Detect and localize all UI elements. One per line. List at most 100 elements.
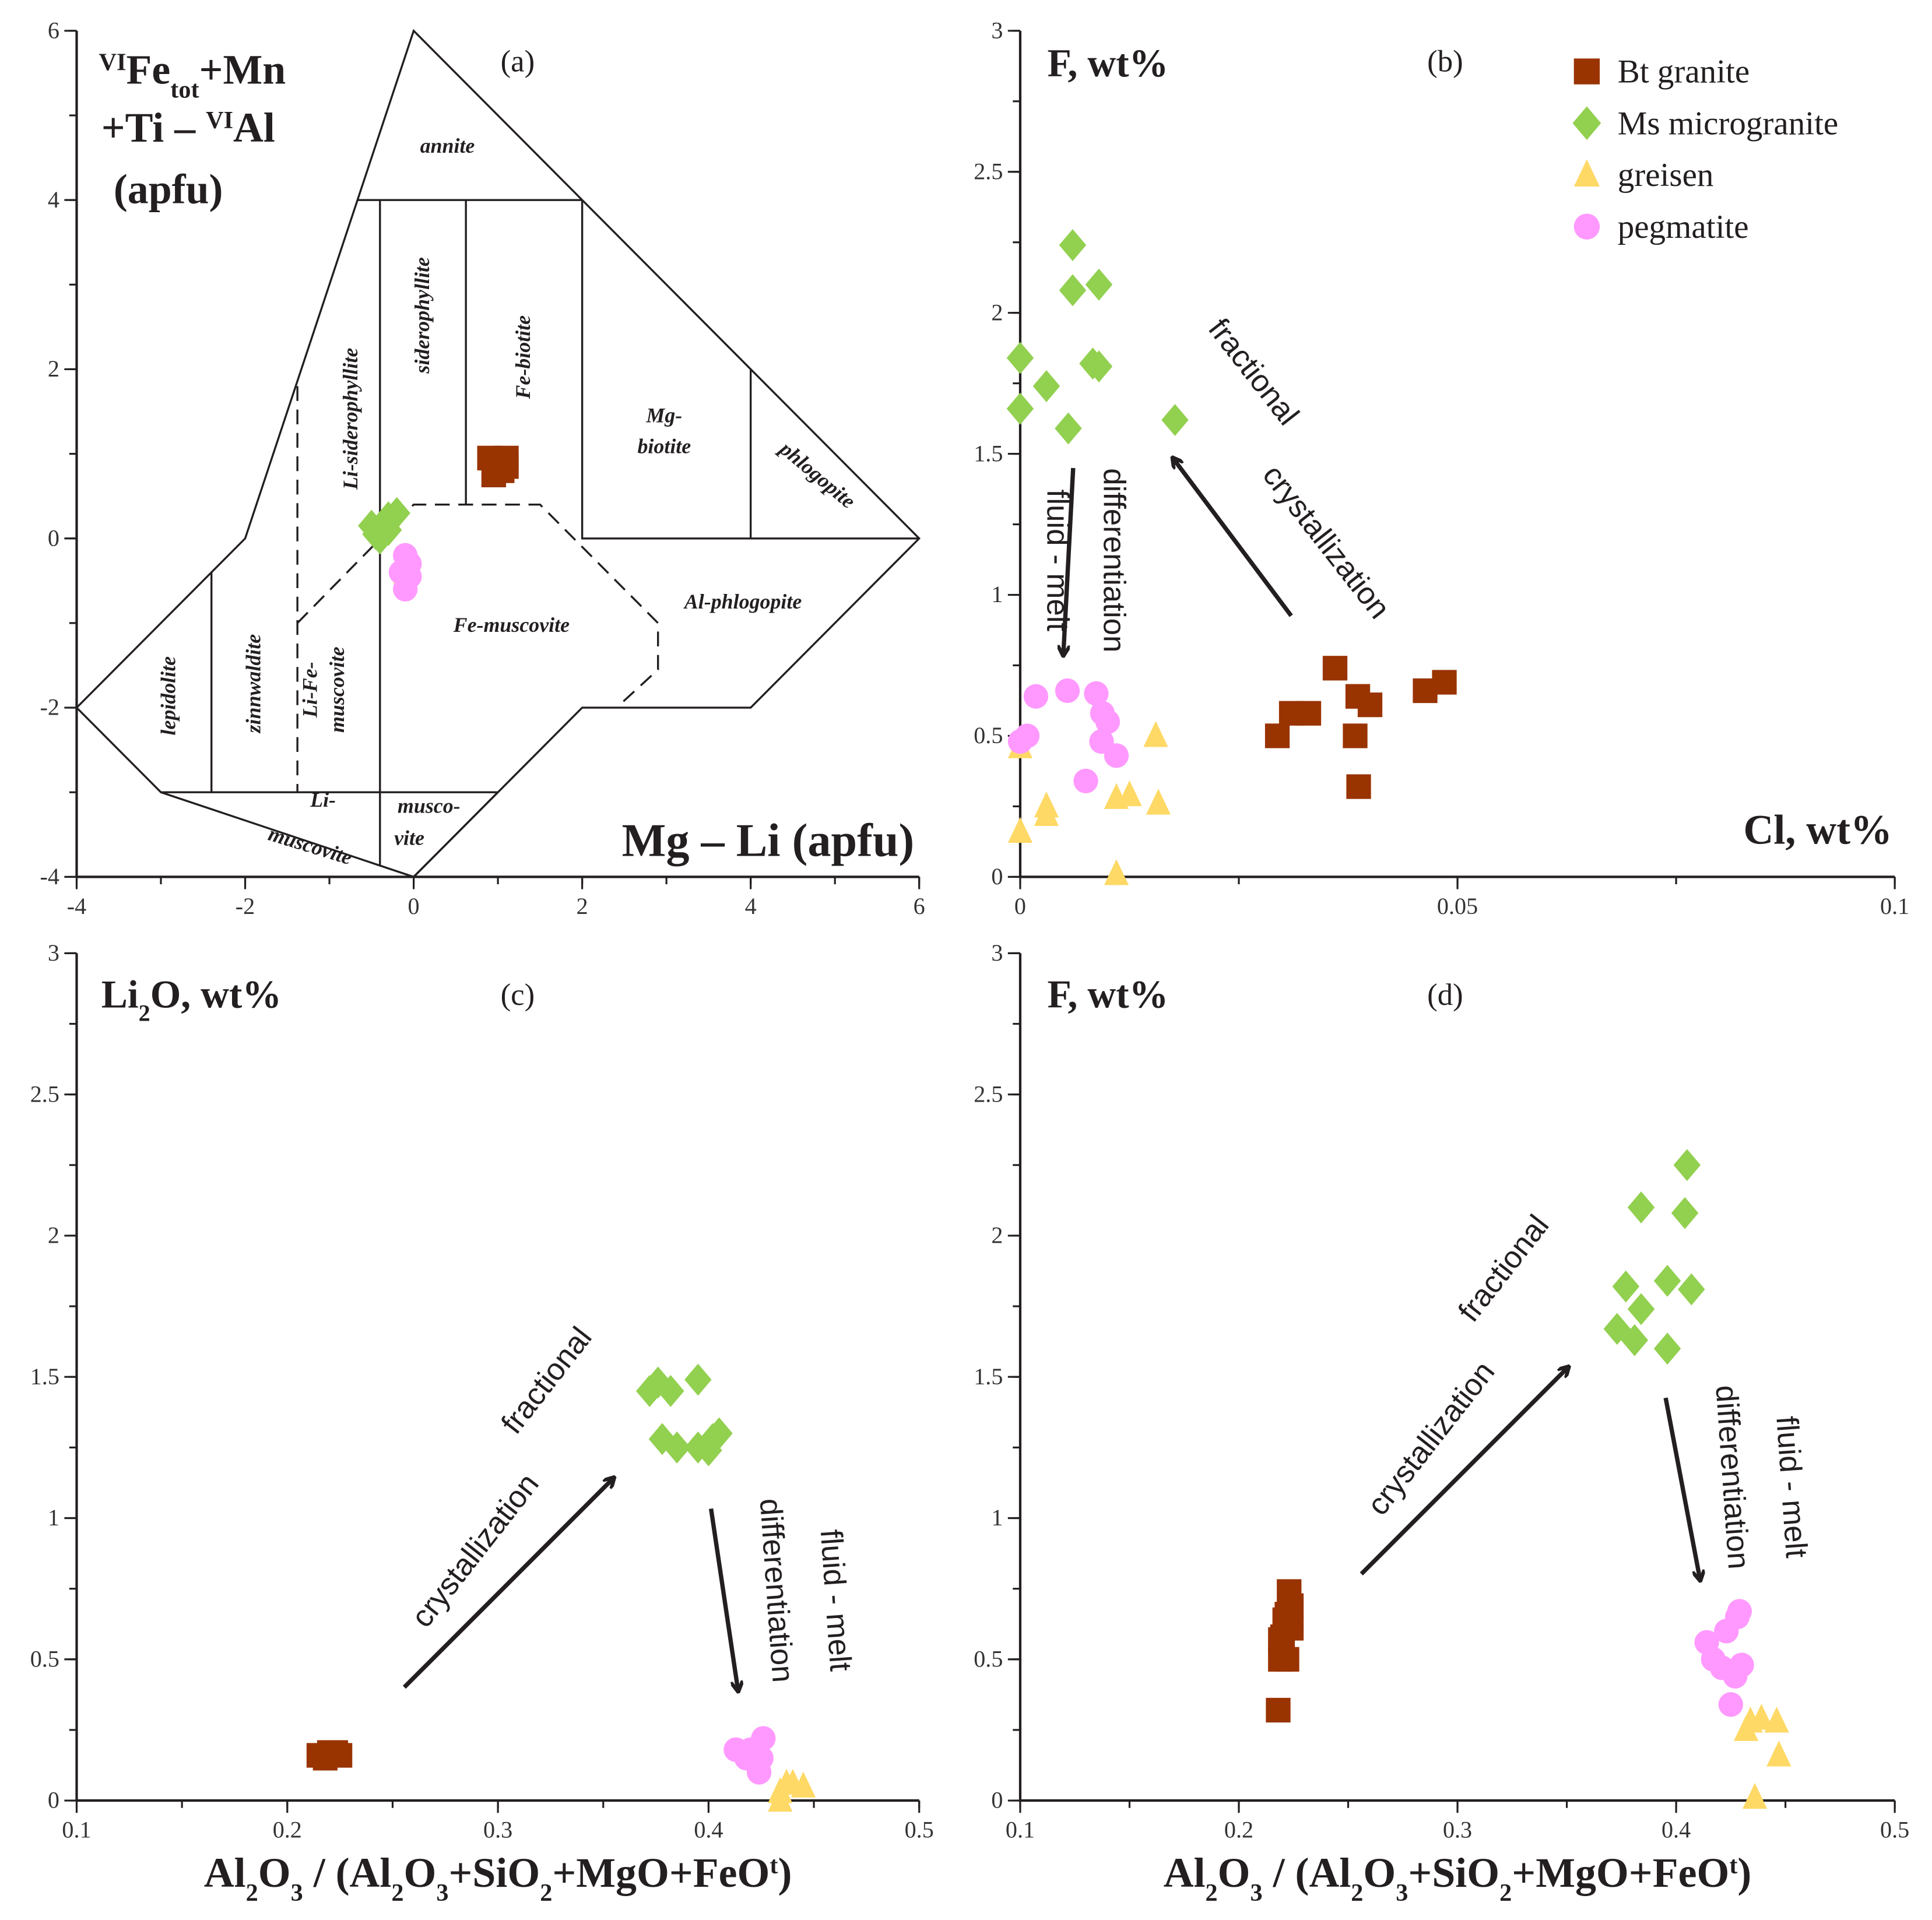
y-axis-label: F, wt% <box>1047 41 1168 85</box>
data-point <box>1727 1599 1752 1624</box>
y-axis-label-part: Li <box>101 972 139 1016</box>
legend-label: Bt granite <box>1618 54 1750 90</box>
data-point <box>1085 350 1113 383</box>
y-axis-label-part: F, wt% <box>1047 972 1168 1016</box>
x-axis-label-part: O <box>258 1849 291 1896</box>
series-pegmatite <box>1007 678 1129 793</box>
y-axis-label-part: Fe <box>126 47 170 93</box>
data-point <box>1085 268 1113 301</box>
trend-arrow <box>1360 1367 1568 1576</box>
x-axis-label-part: ) <box>778 1849 792 1896</box>
data-point <box>1268 1627 1293 1652</box>
trend-arrow <box>708 1508 738 1691</box>
trend-arrow <box>1663 1397 1700 1580</box>
triangle-marker-icon <box>1573 159 1600 187</box>
field-label: Fe-muscovite <box>453 613 570 637</box>
y-axis-label-part: VI <box>206 106 233 133</box>
x-axis-label-part: 3 <box>1396 1879 1408 1906</box>
data-point <box>397 564 422 589</box>
series-bt-granite <box>306 1740 353 1771</box>
legend: Bt granite Ms microgranite greisen pegmatit… <box>1572 54 1838 245</box>
y-tick-label: -2 <box>40 694 59 720</box>
data-point <box>1146 789 1171 815</box>
x-tick-label: 0.1 <box>1006 1816 1035 1842</box>
field-label: Li-siderophyllite <box>339 348 362 490</box>
y-tick-label: 0.5 <box>30 1645 59 1672</box>
panel-label: (c) <box>501 978 535 1012</box>
x-tick-label: 0.5 <box>1880 1816 1909 1842</box>
field-label-line: biotite <box>637 435 691 458</box>
x-tick-label: 0.4 <box>1661 1816 1691 1842</box>
x-axis-label-part: O <box>1363 1849 1396 1896</box>
series-bt-granite <box>1264 656 1457 799</box>
field-label-line: Al-phlogopite <box>683 590 802 613</box>
field-label: Fe-biotite <box>511 315 535 400</box>
x-tick-label: 0.2 <box>1224 1816 1253 1842</box>
y-tick-label: 0 <box>991 1787 1003 1813</box>
x-tick-label: -2 <box>236 893 255 919</box>
y-tick-label: 1 <box>991 1504 1003 1531</box>
y-tick-label: 0.5 <box>974 722 1003 748</box>
series-bt-granite <box>1266 1579 1304 1723</box>
data-point <box>1357 692 1383 718</box>
data-point <box>1023 684 1049 709</box>
data-point <box>1296 701 1322 726</box>
legend-item: Bt granite <box>1573 54 1750 90</box>
y-axis-label-part: F, wt% <box>1047 41 1168 85</box>
trend-label: differentiation <box>1097 468 1132 652</box>
y-axis-label: F, wt% <box>1047 972 1168 1016</box>
y-axis-label-part: tot <box>170 76 199 103</box>
panel-label: (b) <box>1427 45 1463 79</box>
data-point <box>1104 859 1129 885</box>
legend-item: greisen <box>1573 157 1713 194</box>
y-tick-label: 1.5 <box>974 440 1003 466</box>
x-tick-label: 0.3 <box>1443 1816 1472 1842</box>
field-label-line: Mg- <box>645 404 682 427</box>
y-axis-label-part: Al <box>233 104 275 151</box>
data-point <box>751 1726 776 1751</box>
field-label-line: muscovite <box>325 646 349 733</box>
y-tick-label: 2 <box>48 1222 59 1249</box>
x-axis-label-part: +SiO <box>448 1849 540 1896</box>
x-axis-label-part: Al <box>204 1849 246 1896</box>
data-point <box>1432 670 1457 695</box>
x-axis-label: Mg – Li (apfu) <box>622 814 915 866</box>
data-point <box>1014 723 1040 748</box>
x-axis-label: Cl, wt% <box>1744 806 1892 853</box>
trend-arrow <box>1063 467 1076 655</box>
y-tick-label: 3 <box>991 940 1003 966</box>
y-tick-label: 2 <box>991 1222 1003 1249</box>
y-tick-label: 0 <box>991 863 1003 889</box>
field-label-line: Fe-muscovite <box>453 613 570 637</box>
y-axis-label-part: +Ti – <box>101 104 206 151</box>
y-axis-label-part: O, wt% <box>150 972 282 1016</box>
square-marker-icon <box>1573 58 1600 85</box>
field-label: musco-vite <box>394 794 461 850</box>
data-point <box>1006 342 1034 374</box>
data-point <box>657 1374 684 1407</box>
data-point <box>1095 709 1120 734</box>
x-tick-label: -4 <box>67 893 86 919</box>
legend-item: Ms microgranite <box>1572 105 1838 142</box>
field-label: Al-phlogopite <box>683 590 802 613</box>
y-tick-label: 1.5 <box>30 1363 59 1390</box>
solid-field-boundary <box>581 200 919 540</box>
data-point <box>1678 1273 1705 1306</box>
data-point <box>1264 723 1290 748</box>
data-point <box>494 454 519 479</box>
legend-label: pegmatite <box>1618 209 1749 245</box>
data-point <box>1104 743 1129 768</box>
x-tick-label: 2 <box>577 893 588 919</box>
data-point <box>1143 721 1168 747</box>
x-axis-label-part: O <box>403 1849 436 1896</box>
x-axis-label-part: 2 <box>1499 1879 1512 1906</box>
panel-label: (a) <box>501 45 535 79</box>
y-axis-label: Li2O, wt% <box>101 972 282 1026</box>
data-point <box>1749 1704 1774 1730</box>
y-tick-label: 2 <box>991 299 1003 325</box>
y-tick-label: 0 <box>48 525 59 551</box>
x-axis-label-part: 2 <box>246 1879 258 1906</box>
x-axis-label-part: 2 <box>1206 1879 1218 1906</box>
